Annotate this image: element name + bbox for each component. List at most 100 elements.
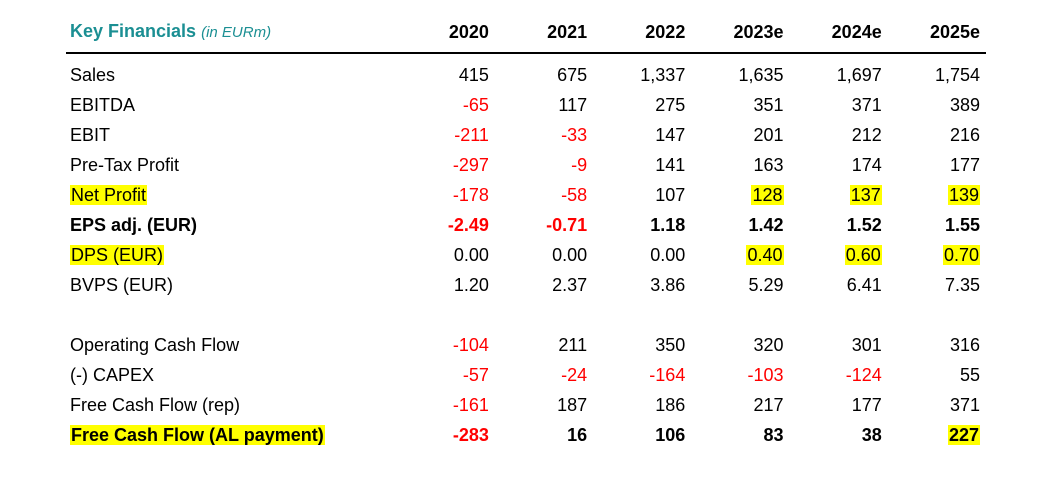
cell-value: 1.52 [846, 215, 882, 235]
cell-value: 6.41 [846, 275, 882, 295]
row-label: DPS (EUR) [70, 245, 165, 265]
row-eps-adj: EPS adj. (EUR) -2.49 -0.71 1.18 1.42 1.5… [66, 210, 986, 240]
cell-value: 275 [655, 95, 686, 115]
table-title-main: Key Financials [70, 21, 197, 41]
row-operating-cash-flow: Operating Cash Flow -104 211 350 320 301… [66, 330, 986, 360]
cell-value: 107 [655, 185, 686, 205]
cell-value: -124 [845, 365, 882, 385]
cell-value: 0.60 [844, 245, 882, 265]
cell-value: 163 [753, 155, 784, 175]
cell-value: 0.00 [453, 245, 489, 265]
row-label: Operating Cash Flow [70, 335, 240, 355]
cell-value: 371 [851, 95, 882, 115]
cell-value: 1.18 [650, 215, 686, 235]
cell-value: -283 [452, 425, 489, 445]
cell-value: 174 [851, 155, 882, 175]
cell-value: -104 [452, 335, 489, 355]
cell-value: 1.20 [453, 275, 489, 295]
cell-value: 1,697 [836, 65, 882, 85]
row-net-profit: Net Profit -178 -58 107 128 137 139 [66, 180, 986, 210]
cell-value: -57 [462, 365, 489, 385]
cell-value: 3.86 [650, 275, 686, 295]
cell-value: 216 [949, 125, 980, 145]
cell-value: -297 [452, 155, 489, 175]
cell-value: 415 [458, 65, 489, 85]
cell-value: -9 [571, 155, 588, 175]
cell-value: 128 [751, 185, 784, 205]
cell-value: 1.55 [944, 215, 980, 235]
row-free-cash-flow-al-payment: Free Cash Flow (AL payment) -283 16 106 … [66, 420, 986, 450]
key-financials-table: Key Financials (in EURm) 2020 2021 2022 … [66, 14, 986, 450]
row-capex: (-) CAPEX -57 -24 -164 -103 -124 55 [66, 360, 986, 390]
year-header-2025e: 2025e [887, 14, 986, 54]
cell-value: 201 [753, 125, 784, 145]
cell-value: -164 [649, 365, 686, 385]
cell-value: 38 [861, 425, 882, 445]
cell-value: 16 [567, 425, 588, 445]
year-header-2020: 2020 [396, 14, 495, 54]
cell-value: 211 [558, 335, 588, 355]
cell-value: 1,635 [738, 65, 784, 85]
spacer-row [66, 300, 986, 330]
cell-value: 187 [557, 395, 588, 415]
cell-value-cell: 0.40 [691, 240, 789, 270]
cell-value: 320 [753, 335, 784, 355]
cell-value: 1,754 [934, 65, 980, 85]
cell-value: 0.00 [552, 245, 588, 265]
table-title: Key Financials (in EURm) [66, 14, 397, 54]
cell-value: 301 [851, 335, 882, 355]
cell-value: 389 [949, 95, 980, 115]
key-financials-table-container: Key Financials (in EURm) 2020 2021 2022 … [66, 14, 986, 450]
row-label-cell: Net Profit [66, 180, 397, 210]
cell-value: 177 [851, 395, 882, 415]
row-label-cell: Free Cash Flow (AL payment) [66, 420, 397, 450]
cell-value-cell: 227 [888, 420, 986, 450]
row-bvps: BVPS (EUR) 1.20 2.37 3.86 5.29 6.41 7.35 [66, 270, 986, 300]
cell-value: -2.49 [447, 215, 489, 235]
cell-value: 675 [557, 65, 588, 85]
cell-value: -0.71 [546, 215, 588, 235]
cell-value: -161 [452, 395, 489, 415]
cell-value: 212 [851, 125, 882, 145]
cell-value: -65 [462, 95, 489, 115]
cell-value: 141 [655, 155, 686, 175]
row-label: Sales [70, 65, 116, 85]
cell-value: 371 [949, 395, 980, 415]
cell-value: 137 [849, 185, 882, 205]
row-label: EBIT [70, 125, 111, 145]
row-label: Free Cash Flow (rep) [70, 395, 241, 415]
row-label: Free Cash Flow (AL payment) [70, 425, 325, 445]
cell-value: 217 [753, 395, 784, 415]
row-ebitda: EBITDA -65 117 275 351 371 389 [66, 90, 986, 120]
row-label: EPS adj. (EUR) [70, 215, 198, 235]
cell-value-cell: 137 [790, 180, 888, 210]
row-dps: DPS (EUR) 0.00 0.00 0.00 0.40 0.60 0.70 [66, 240, 986, 270]
spacer-cell [66, 300, 986, 330]
row-sales: Sales 415 675 1,337 1,635 1,697 1,754 [66, 53, 986, 90]
row-label: EBITDA [70, 95, 136, 115]
cell-value: 7.35 [944, 275, 980, 295]
year-header-2023e: 2023e [691, 14, 790, 54]
cell-value: 177 [949, 155, 980, 175]
cell-value: -178 [452, 185, 489, 205]
row-ebit: EBIT -211 -33 147 201 212 216 [66, 120, 986, 150]
cell-value: 0.40 [746, 245, 784, 265]
cell-value: 83 [763, 425, 784, 445]
table-title-unit: (in EURm) [201, 24, 272, 41]
cell-value-cell: 0.70 [888, 240, 986, 270]
cell-value: 117 [558, 95, 588, 115]
cell-value: 55 [959, 365, 980, 385]
cell-value: 1,337 [640, 65, 686, 85]
cell-value: 351 [753, 95, 784, 115]
row-label-cell: DPS (EUR) [66, 240, 397, 270]
cell-value: -103 [747, 365, 784, 385]
row-label: Pre-Tax Profit [70, 155, 180, 175]
cell-value: 316 [949, 335, 980, 355]
cell-value: 1.42 [748, 215, 784, 235]
cell-value: 227 [947, 425, 980, 445]
row-label: Net Profit [70, 185, 148, 205]
cell-value: -33 [561, 125, 588, 145]
cell-value: 0.00 [650, 245, 686, 265]
year-header-2022: 2022 [593, 14, 692, 54]
cell-value-cell: 0.60 [790, 240, 888, 270]
